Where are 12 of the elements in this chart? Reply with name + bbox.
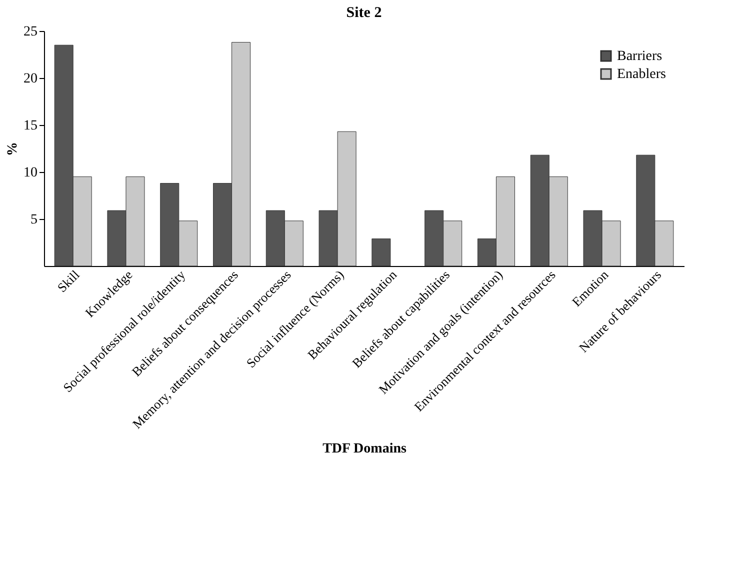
y-axis-title: % bbox=[6, 142, 20, 156]
legend-label: Barriers bbox=[617, 49, 662, 64]
x-tick-label: Skill bbox=[54, 266, 83, 296]
y-tick-label: 10 bbox=[24, 166, 38, 180]
chart-title: Site 2 bbox=[346, 5, 382, 21]
bar bbox=[372, 238, 391, 266]
legend-label: Enablers bbox=[617, 67, 666, 82]
x-axis-title: TDF Domains bbox=[322, 442, 407, 457]
y-tick-label: 15 bbox=[24, 118, 38, 134]
y-tick-label: 20 bbox=[24, 72, 38, 86]
y-tick-label: 25 bbox=[24, 24, 38, 40]
y-tick-label: 5 bbox=[30, 212, 38, 228]
